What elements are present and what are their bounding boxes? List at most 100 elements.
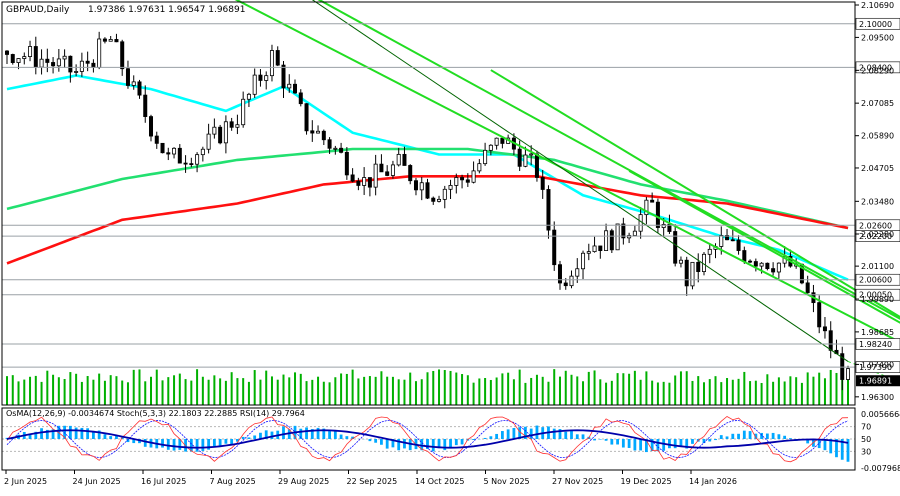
volume-bar bbox=[126, 382, 129, 405]
volume-bar bbox=[697, 376, 700, 405]
moving-average-line bbox=[6, 147, 849, 230]
volume-bar bbox=[69, 372, 72, 405]
osma-bar bbox=[702, 439, 706, 444]
osma-bar bbox=[420, 439, 424, 451]
volume-bar bbox=[11, 375, 14, 405]
candle-body bbox=[172, 147, 177, 155]
volume-bar bbox=[743, 371, 746, 405]
stochastic-main-line bbox=[6, 416, 849, 463]
candle-body bbox=[592, 245, 597, 253]
candle-body bbox=[661, 223, 666, 228]
osma-bar bbox=[74, 427, 78, 439]
candle-body bbox=[160, 142, 165, 154]
candle-body bbox=[759, 262, 764, 267]
osma-bar bbox=[236, 439, 239, 442]
volume-bar bbox=[340, 373, 343, 405]
candle-body bbox=[390, 164, 395, 176]
osma-bar bbox=[570, 430, 573, 439]
volume-bar bbox=[783, 381, 786, 405]
volume-bar bbox=[17, 381, 20, 405]
volume-bar bbox=[766, 374, 769, 405]
volume-bar bbox=[489, 379, 492, 405]
candle-body bbox=[655, 201, 660, 228]
candle-body bbox=[333, 147, 338, 150]
candle-body bbox=[5, 50, 10, 55]
volume-bar bbox=[443, 370, 446, 405]
candle-body bbox=[477, 163, 482, 172]
volume-bar bbox=[749, 381, 752, 405]
price-tick-label: 2.08290 bbox=[861, 66, 894, 75]
osma-bar bbox=[806, 439, 810, 444]
moving-averages bbox=[6, 74, 849, 281]
volume-bar bbox=[40, 381, 43, 405]
osma-bar bbox=[178, 439, 182, 450]
volume-bar bbox=[731, 379, 734, 405]
volume-bar bbox=[230, 372, 233, 405]
candle-body bbox=[563, 282, 568, 287]
candle-body bbox=[638, 214, 643, 232]
candle-body bbox=[650, 199, 655, 203]
osma-bar bbox=[86, 428, 90, 439]
osma-bar bbox=[673, 439, 677, 449]
candle-body bbox=[529, 153, 534, 156]
volume-bar bbox=[253, 370, 256, 405]
x-tick-label: 19 Dec 2025 bbox=[621, 477, 672, 486]
volume-bar bbox=[57, 377, 60, 405]
osma-bar bbox=[639, 439, 643, 451]
osma-bar bbox=[552, 428, 556, 439]
candle-body bbox=[413, 180, 418, 191]
volume-bar bbox=[449, 370, 452, 405]
volume-bar bbox=[599, 379, 602, 405]
candle-body bbox=[425, 182, 430, 199]
volume-bar bbox=[86, 376, 89, 405]
osma-bar bbox=[80, 427, 84, 439]
candle-body bbox=[442, 188, 447, 200]
volume-bar bbox=[737, 378, 740, 405]
candle-body bbox=[235, 124, 240, 128]
volume-bar bbox=[812, 376, 815, 405]
volume-bar bbox=[426, 372, 429, 405]
osma-bar bbox=[195, 439, 199, 452]
volume-bar bbox=[714, 376, 717, 405]
volume-bar bbox=[34, 375, 37, 405]
osma-bar bbox=[835, 439, 838, 458]
osma-bar bbox=[633, 439, 637, 451]
osma-bar bbox=[391, 439, 395, 448]
volume-bar bbox=[103, 380, 106, 405]
candle-body bbox=[846, 368, 851, 380]
osma-bar bbox=[270, 431, 274, 439]
volume-bar bbox=[472, 382, 475, 405]
candle-body bbox=[736, 239, 741, 251]
osma-bar bbox=[103, 434, 107, 439]
candle-body bbox=[684, 259, 689, 287]
volume-bar bbox=[150, 376, 153, 405]
volume-bar bbox=[501, 373, 504, 405]
candle-body bbox=[91, 62, 96, 68]
osma-bar bbox=[449, 439, 452, 448]
candle-body bbox=[431, 197, 436, 202]
volume-bar bbox=[847, 379, 849, 405]
candle-body bbox=[344, 151, 349, 176]
volume-bar bbox=[616, 373, 619, 405]
x-tick-label: 2 Jun 2025 bbox=[4, 477, 47, 486]
candle-body bbox=[604, 230, 609, 251]
volume-bar bbox=[438, 369, 441, 405]
osma-bar bbox=[575, 434, 579, 439]
volume-bar bbox=[512, 379, 515, 405]
level-box bbox=[855, 61, 900, 74]
volume-bar bbox=[685, 371, 688, 405]
candle-body bbox=[517, 148, 522, 167]
osma-bar bbox=[247, 437, 251, 439]
osma-bar bbox=[345, 436, 349, 439]
level-label: 2.02200 bbox=[859, 232, 892, 241]
volume-bar bbox=[75, 373, 78, 405]
candle-body bbox=[22, 56, 27, 59]
osma-bar bbox=[368, 439, 372, 442]
candle-body bbox=[696, 261, 701, 272]
volume-bar bbox=[374, 376, 377, 405]
candle-body bbox=[327, 139, 332, 149]
osma-bar bbox=[771, 432, 775, 439]
osma-bar bbox=[564, 431, 568, 439]
osma-bar bbox=[662, 439, 666, 451]
volume-bar bbox=[109, 375, 112, 405]
